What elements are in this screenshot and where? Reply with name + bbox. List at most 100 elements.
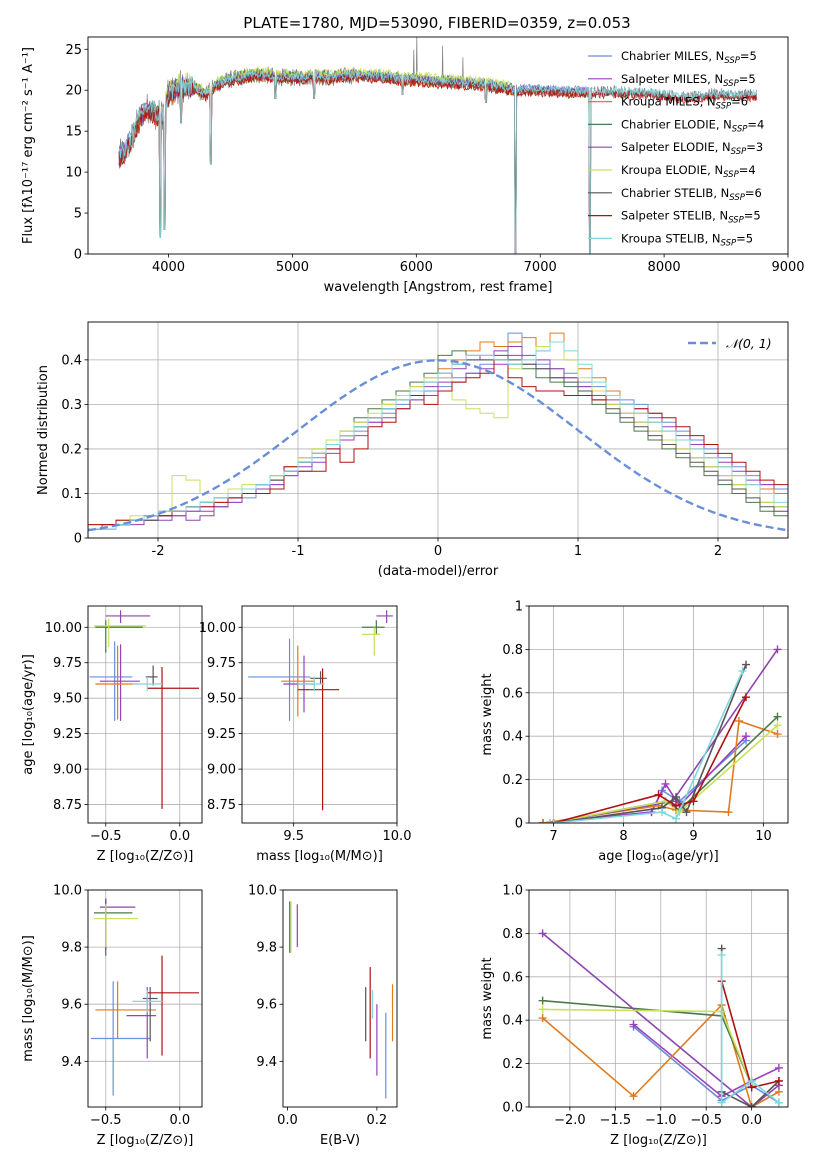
grid-lines bbox=[529, 889, 788, 1108]
y-axis-label: Normed distribution bbox=[36, 365, 51, 495]
legend-entry-chabrier-stelib: Chabrier STELIB, NSSP=6 bbox=[621, 186, 762, 203]
x-tick-label: −0.5 bbox=[690, 1113, 722, 1128]
x-tick-label: −1.5 bbox=[600, 1113, 632, 1128]
panel-weight-vs-Z: −2.0 −1.5 −1.0 −0.5 0.0 0.0 0.2 0.4 0.6 0.8 1.0 Z [… bbox=[480, 884, 789, 1148]
errorbar-salpeter-elodie bbox=[376, 610, 393, 624]
series-chabrier-elodie bbox=[546, 712, 782, 823]
plot-area bbox=[289, 901, 394, 1099]
data-point-marker bbox=[773, 730, 782, 739]
panel-age-vs-Z: −0.5 0.0 8.75 9.00 9.25 9.50 9.75 10.00 Z [log₁₀… bbox=[21, 605, 203, 864]
x-tick-label: -1 bbox=[292, 544, 305, 559]
y-tick-label: 0.3 bbox=[61, 398, 82, 413]
legend-entry-chabrier-elodie: Chabrier ELODIE, NSSP=4 bbox=[621, 117, 764, 134]
y-tick-label: 1.0 bbox=[502, 884, 523, 899]
data-point-marker bbox=[629, 1020, 638, 1029]
data-point-marker bbox=[654, 790, 663, 799]
plot-area bbox=[118, 37, 758, 254]
y-tick-label: 8.75 bbox=[207, 798, 236, 813]
data-point-marker bbox=[538, 1005, 547, 1014]
x-tick-label: 1 bbox=[574, 544, 582, 559]
model-spectrum-kroupa-stelib bbox=[118, 70, 758, 254]
series-line bbox=[542, 932, 780, 1107]
data-point-marker bbox=[773, 712, 782, 721]
y-tick-label: 0.0 bbox=[502, 1101, 523, 1116]
data-point-marker bbox=[661, 779, 670, 788]
y-tick-label: 9.50 bbox=[53, 692, 82, 707]
errorbar-kroupa-elodie bbox=[93, 904, 139, 948]
spectrum-legend: Chabrier MILES, NSSP=5 Salpeter MILES, NS… bbox=[588, 49, 764, 248]
legend-entry-chabrier-miles: Chabrier MILES, NSSP=5 bbox=[621, 49, 757, 66]
data-point-marker bbox=[742, 732, 750, 741]
errorbar-chabrier-elodie bbox=[95, 620, 143, 653]
data-point-marker bbox=[773, 645, 782, 654]
plot-area bbox=[248, 610, 393, 811]
data-point-marker bbox=[538, 1014, 547, 1023]
data-point-marker bbox=[747, 1103, 756, 1107]
x-tick-label: 5000 bbox=[276, 260, 309, 275]
errorbar-kroupa-stelib bbox=[132, 676, 163, 692]
axes-frame bbox=[87, 889, 203, 1108]
data-point-marker bbox=[538, 929, 547, 938]
series-line bbox=[542, 719, 778, 823]
y-tick-label: 9.4 bbox=[61, 1055, 82, 1070]
model-spectrum-salpeter-miles bbox=[118, 70, 590, 254]
data-point-marker bbox=[774, 1063, 783, 1072]
data-point-marker bbox=[738, 667, 747, 676]
x-tick-label: 0.0 bbox=[169, 1113, 190, 1128]
x-tick-label: 7000 bbox=[524, 260, 557, 275]
data-point-marker bbox=[672, 801, 680, 810]
series-line bbox=[553, 670, 744, 823]
errorbar-kroupa-elodie bbox=[93, 618, 146, 648]
errorbar-kroupa-miles bbox=[95, 981, 157, 1039]
y-tick-label: 9.6 bbox=[61, 998, 82, 1013]
x-tick-label: −0.5 bbox=[90, 1113, 122, 1128]
series-line bbox=[549, 724, 779, 823]
y-tick-label: 9.8 bbox=[256, 941, 277, 956]
y-tick-label: 0 bbox=[74, 532, 82, 547]
histogram-salpeter-stelib bbox=[88, 359, 788, 538]
x-axis-label: wavelength [Angstrom, rest frame] bbox=[324, 280, 553, 295]
y-tick-label: 15 bbox=[65, 125, 82, 140]
data-point-marker bbox=[742, 660, 750, 669]
y-tick-label: 0.2 bbox=[502, 773, 523, 788]
data-point-marker bbox=[629, 1092, 638, 1101]
model-spectrum-kroupa-miles bbox=[118, 73, 590, 254]
axes-frame bbox=[528, 889, 789, 1108]
axes-frame bbox=[87, 36, 789, 255]
axes-frame bbox=[282, 889, 398, 1108]
y-tick-label: 10.0 bbox=[53, 884, 82, 899]
data-point-marker bbox=[717, 1098, 726, 1107]
errorbar-chabrier-miles bbox=[248, 638, 311, 721]
model-spectrum-chabrier-stelib bbox=[118, 72, 758, 254]
x-tick-label: 9.5 bbox=[283, 829, 304, 844]
x-tick-label: -2 bbox=[152, 544, 165, 559]
y-axis-label: mass [log₁₀(M/M⊙)] bbox=[21, 935, 36, 1062]
errorbar-salpeter-miles bbox=[99, 644, 140, 721]
y-tick-label: 10.00 bbox=[199, 621, 236, 636]
x-axis-label: age [log₁₀(age/yr)] bbox=[598, 849, 719, 864]
errorbar-salpeter-miles bbox=[126, 987, 157, 1059]
errorbar-chabrier-miles bbox=[90, 981, 151, 1096]
x-tick-label: 2 bbox=[714, 544, 722, 559]
x-tick-label: 0.0 bbox=[277, 1113, 298, 1128]
x-tick-label: 0.0 bbox=[741, 1113, 762, 1128]
figure-title: PLATE=1780, MJD=53090, FIBERID=0359, z=0… bbox=[243, 14, 630, 32]
x-tick-label: 0 bbox=[434, 544, 442, 559]
y-tick-label: 0.2 bbox=[61, 442, 82, 457]
y-tick-label: 9.75 bbox=[53, 656, 82, 671]
panel-spectrum: 4000 5000 6000 7000 8000 9000 0 5 10 15 20 25 wavele… bbox=[21, 36, 805, 295]
data-point-marker bbox=[672, 792, 680, 801]
plot-area bbox=[88, 332, 788, 538]
data-point-marker bbox=[773, 721, 782, 730]
histogram-kroupa-stelib bbox=[88, 341, 788, 538]
series-kroupa-stelib bbox=[549, 667, 747, 823]
y-tick-label: 10 bbox=[65, 166, 82, 181]
data-point-marker bbox=[717, 951, 726, 960]
y-tick-label: 9.00 bbox=[207, 763, 236, 778]
x-axis-label: (data-model)/error bbox=[378, 564, 499, 579]
errorbar-salpeter-elodie bbox=[105, 610, 151, 624]
data-point-marker bbox=[672, 814, 680, 823]
y-axis-label: mass weight bbox=[480, 673, 495, 755]
y-tick-label: 10.00 bbox=[45, 621, 82, 636]
